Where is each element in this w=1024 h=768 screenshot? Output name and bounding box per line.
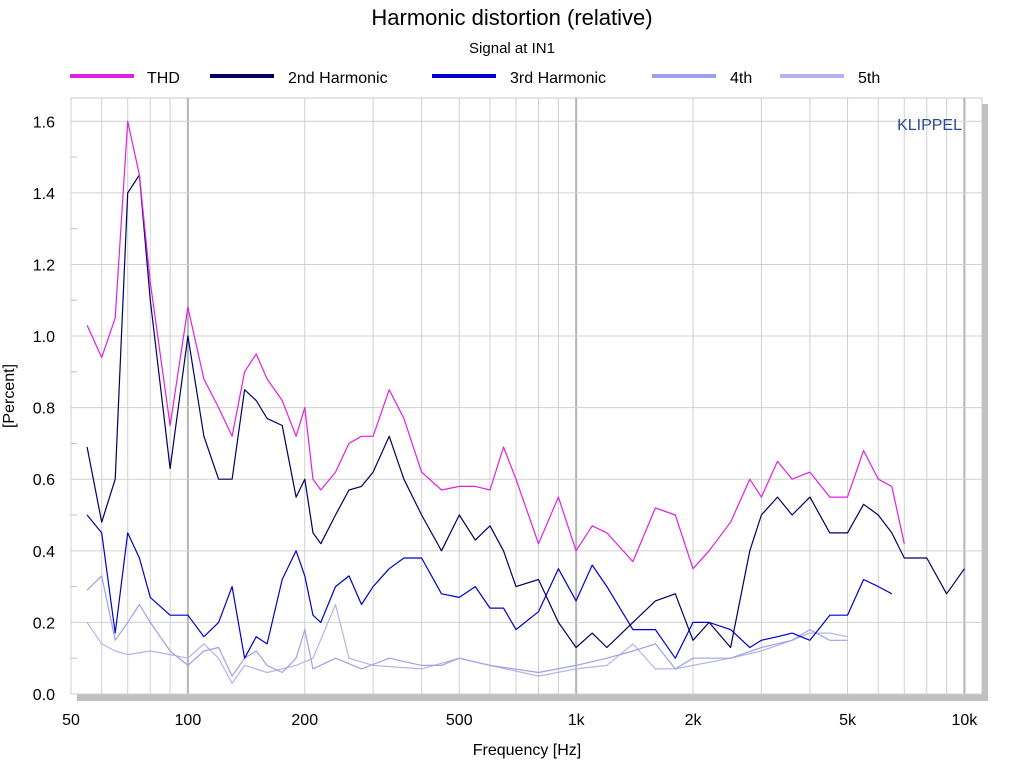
series-lines <box>86 120 965 684</box>
legend: THD 2nd Harmonic 3rd Harmonic 4th 5th <box>70 70 880 87</box>
series-line-thd <box>86 120 905 570</box>
legend-label: 5th <box>858 70 880 87</box>
y-tick-label: 0.6 <box>33 472 55 489</box>
y-tick-label: 1.4 <box>33 186 55 203</box>
y-tick-label: 0.8 <box>33 401 55 418</box>
x-tick-label: 100 <box>175 712 202 729</box>
legend-label: 3rd Harmonic <box>510 70 606 87</box>
legend-label: THD <box>147 70 180 87</box>
y-tick-label: 0.0 <box>33 687 55 704</box>
klippel-watermark: KLIPPEL <box>897 117 962 134</box>
x-tick-label: 5k <box>839 712 857 729</box>
y-tick-labels: 0.0 0.2 0.4 0.6 0.8 1.0 1.2 1.4 1.6 <box>33 114 55 704</box>
y-tick-label: 1.0 <box>33 329 55 346</box>
x-tick-label: 10k <box>952 712 979 729</box>
chart-title: Harmonic distortion (relative) <box>371 5 652 30</box>
x-tick-label: 50 <box>62 712 80 729</box>
chart-subtitle: Signal at IN1 <box>469 40 555 57</box>
y-tick-label: 1.6 <box>33 114 55 131</box>
x-tick-label: 500 <box>446 712 473 729</box>
x-tick-label: 1k <box>568 712 586 729</box>
legend-label: 2nd Harmonic <box>288 70 388 87</box>
series-line-4th <box>86 575 848 677</box>
series-line-2nd-harmonic <box>86 174 965 649</box>
y-axis-label: [Percent] <box>1 364 18 428</box>
y-tick-label: 0.4 <box>33 544 55 561</box>
x-tick-labels: 50 100 200 500 1k 2k 5k 10k <box>62 712 978 729</box>
x-axis-label: Frequency [Hz] <box>473 742 581 759</box>
plot-area <box>70 97 983 695</box>
y-tick-label: 1.2 <box>33 257 55 274</box>
x-tick-label: 2k <box>685 712 703 729</box>
grid <box>70 98 982 695</box>
series-line-3rd-harmonic <box>86 514 893 659</box>
legend-label: 4th <box>730 70 752 87</box>
y-tick-label: 0.2 <box>33 615 55 632</box>
x-tick-label: 200 <box>291 712 318 729</box>
